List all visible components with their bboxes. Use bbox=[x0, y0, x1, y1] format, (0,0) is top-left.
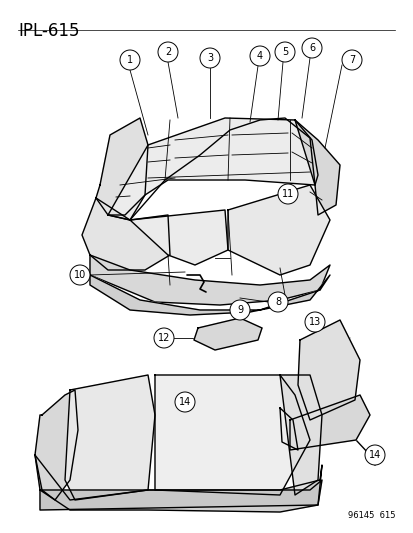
Text: 96145  615: 96145 615 bbox=[348, 511, 395, 520]
Text: 14: 14 bbox=[178, 397, 191, 407]
Circle shape bbox=[249, 46, 269, 66]
Polygon shape bbox=[90, 275, 329, 315]
Circle shape bbox=[230, 300, 249, 320]
Polygon shape bbox=[228, 185, 329, 275]
Polygon shape bbox=[294, 120, 339, 215]
Text: 1: 1 bbox=[127, 55, 133, 65]
Polygon shape bbox=[65, 375, 154, 500]
Polygon shape bbox=[289, 395, 369, 450]
Circle shape bbox=[277, 184, 297, 204]
Text: 14: 14 bbox=[368, 450, 380, 460]
Circle shape bbox=[304, 312, 324, 332]
Polygon shape bbox=[90, 255, 329, 305]
Circle shape bbox=[120, 50, 140, 70]
Text: 2: 2 bbox=[164, 47, 171, 57]
Circle shape bbox=[154, 328, 173, 348]
Text: 8: 8 bbox=[274, 297, 280, 307]
Circle shape bbox=[175, 392, 195, 412]
Polygon shape bbox=[35, 390, 78, 500]
Text: 5: 5 bbox=[281, 47, 287, 57]
Polygon shape bbox=[279, 408, 297, 450]
Text: 12: 12 bbox=[157, 333, 170, 343]
Circle shape bbox=[341, 50, 361, 70]
Polygon shape bbox=[154, 375, 309, 495]
Text: 9: 9 bbox=[236, 305, 242, 315]
Polygon shape bbox=[96, 118, 147, 215]
Text: 4: 4 bbox=[256, 51, 262, 61]
Text: 11: 11 bbox=[281, 189, 293, 199]
Circle shape bbox=[199, 48, 219, 68]
Polygon shape bbox=[108, 118, 317, 220]
Polygon shape bbox=[40, 480, 321, 510]
Text: 10: 10 bbox=[74, 270, 86, 280]
Text: 13: 13 bbox=[308, 317, 320, 327]
Text: 3: 3 bbox=[206, 53, 213, 63]
Text: 7: 7 bbox=[348, 55, 354, 65]
Polygon shape bbox=[297, 320, 359, 420]
Polygon shape bbox=[35, 455, 321, 512]
Circle shape bbox=[158, 42, 178, 62]
Polygon shape bbox=[194, 318, 261, 350]
Polygon shape bbox=[82, 198, 170, 270]
Polygon shape bbox=[279, 375, 321, 495]
Circle shape bbox=[70, 265, 90, 285]
Circle shape bbox=[267, 292, 287, 312]
Text: IPL-615: IPL-615 bbox=[18, 22, 79, 40]
Text: 6: 6 bbox=[308, 43, 314, 53]
Polygon shape bbox=[130, 210, 228, 265]
Circle shape bbox=[364, 445, 384, 465]
Circle shape bbox=[274, 42, 294, 62]
Circle shape bbox=[301, 38, 321, 58]
